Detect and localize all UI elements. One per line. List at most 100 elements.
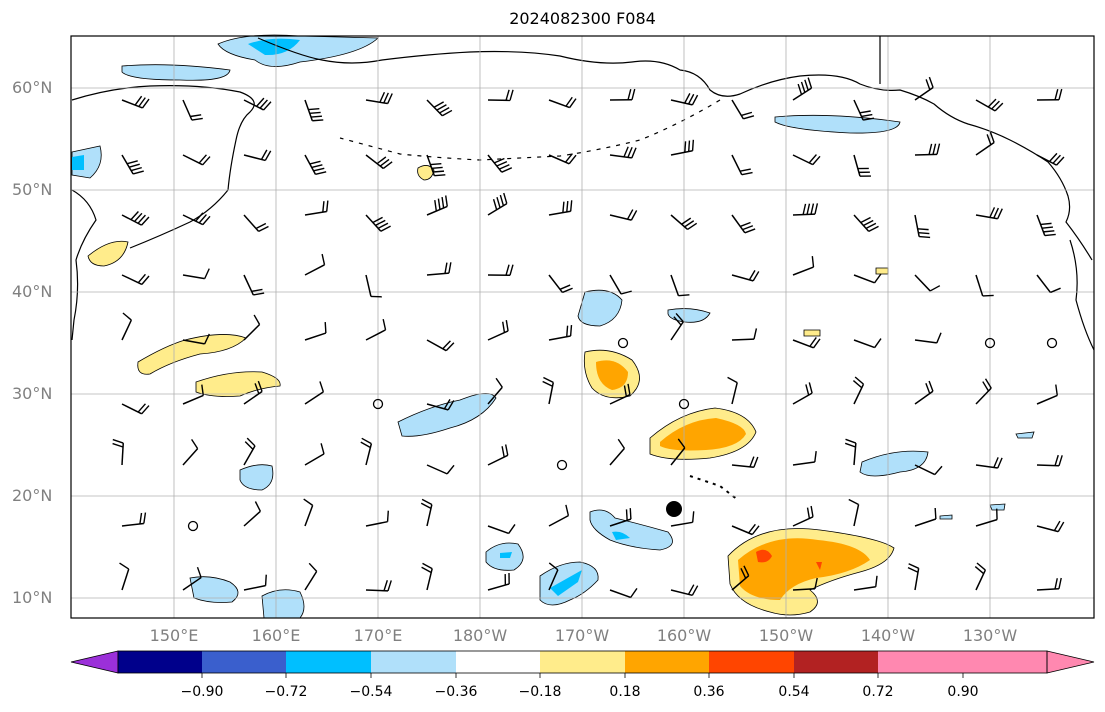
wind-barb-layer	[112, 76, 1065, 599]
wind-barb-feather	[505, 320, 509, 332]
wind-barb-icon	[914, 274, 941, 292]
wind-barb-icon	[670, 438, 686, 466]
wind-barb-feather	[932, 143, 937, 155]
wind-barb-feather	[797, 83, 803, 95]
wind-barb-feather	[263, 101, 272, 111]
wind-barb-feather	[445, 342, 455, 352]
wind-barb-feather	[810, 505, 814, 517]
wind-barb-feather	[434, 174, 446, 177]
wind-barb-shaft	[548, 514, 569, 527]
wind-barb-feather	[256, 97, 265, 107]
wind-barb-feather	[974, 566, 985, 575]
wind-barb-feather	[691, 94, 699, 106]
wind-barb-feather	[807, 77, 813, 89]
lon-label: 140°W	[860, 626, 916, 645]
wind-barb-icon	[974, 562, 987, 591]
wind-barb-shaft	[731, 338, 755, 341]
negative-anomaly-patch	[577, 289, 623, 327]
negative-anomaly-core	[500, 552, 512, 558]
wind-barb-shaft	[304, 570, 318, 591]
wind-barb-feather	[744, 228, 756, 234]
wind-barb-feather	[377, 222, 389, 229]
wind-barb-feather	[321, 253, 326, 265]
wind-barb-shaft	[853, 339, 875, 349]
wind-barb-icon	[548, 504, 570, 527]
wind-barb-shaft	[365, 520, 388, 527]
wind-barb-feather	[566, 200, 569, 213]
colorbar-tick-label: 0.36	[693, 684, 725, 700]
wind-barb-icon	[487, 89, 514, 102]
lon-label: 170°E	[353, 626, 403, 645]
wind-barb-feather	[324, 322, 327, 334]
wind-barb-feather	[191, 438, 199, 449]
wind-barb-icon	[243, 501, 261, 527]
wind-barb-feather	[808, 154, 817, 164]
wind-barb-feather	[569, 98, 577, 108]
wind-barb-feather	[141, 98, 150, 109]
wind-barb-icon	[1036, 577, 1062, 591]
coastline-layer	[71, 36, 1095, 501]
wind-barb-icon	[907, 563, 920, 591]
wind-barb-icon	[542, 376, 555, 405]
wind-barb-feather	[1043, 230, 1055, 233]
wind-barb-feather	[195, 212, 204, 222]
wind-barb-feather	[1054, 454, 1059, 466]
wind-barb-feather	[687, 222, 698, 231]
wind-barb-feather	[568, 154, 577, 165]
wind-barb-feather	[749, 456, 755, 468]
wind-barb-feather	[309, 111, 321, 114]
negative-anomaly-patch	[589, 509, 673, 551]
wind-barb-feather	[868, 225, 879, 232]
wind-barb-feather	[860, 216, 871, 224]
wind-barb-feather	[727, 376, 738, 384]
wind-barb-feather	[264, 574, 267, 586]
wind-barb-feather	[859, 110, 871, 114]
asia-coast	[71, 189, 97, 341]
wind-barb-feather	[804, 79, 809, 91]
wind-barb-feather	[139, 512, 143, 525]
wind-barb-icon	[853, 338, 882, 349]
wind-barb-feather	[861, 113, 873, 118]
wind-barb-feather	[264, 150, 272, 161]
wind-barb-feather	[432, 170, 445, 173]
positive-anomaly-max	[816, 562, 822, 570]
wind-barb-shaft	[182, 394, 204, 405]
wind-barb-feather	[874, 273, 882, 284]
wind-barb-icon	[243, 380, 263, 405]
map-title: 2024082300 F084	[509, 9, 656, 28]
colorbar-tick-label: 0.90	[947, 684, 979, 700]
wind-barb-feather	[989, 207, 996, 218]
wind-barb-shaft	[609, 274, 622, 295]
wind-barb-shaft	[548, 569, 559, 591]
wind-barb-feather	[1044, 233, 1056, 237]
wind-barb-shaft	[243, 584, 266, 591]
colorbar-tick-label: 0.54	[778, 684, 810, 700]
wind-barb-feather	[814, 451, 817, 463]
wind-barb-feather	[255, 222, 267, 230]
wind-barb-icon	[1036, 454, 1063, 467]
positive-anomaly-patch	[417, 165, 435, 181]
wind-barb-feather	[310, 115, 323, 118]
wind-barb-feather	[865, 222, 877, 230]
wind-barb-icon	[848, 498, 860, 527]
wind-barb-icon	[487, 524, 516, 535]
wind-barb-feather	[934, 465, 943, 476]
wind-barb-feather	[1058, 455, 1063, 466]
colorbar-segment	[371, 651, 456, 673]
wind-barb-feather	[122, 312, 132, 321]
wind-barb-icon	[731, 523, 760, 536]
wind-barb-feather	[112, 438, 124, 444]
wind-barb-feather	[874, 338, 882, 348]
wind-barb-feather	[928, 143, 933, 155]
colorbar-segment	[794, 651, 878, 673]
wind-barb-feather	[258, 225, 269, 233]
wind-barb-icon	[365, 154, 393, 170]
wind-barb-feather	[202, 156, 211, 166]
positive-anomaly-core	[738, 538, 870, 600]
wind-barb-feather	[503, 192, 508, 204]
wind-barb-feather	[319, 381, 325, 393]
wind-barb-icon	[243, 574, 267, 591]
hawaii-islands	[689, 475, 739, 501]
wind-barb-feather	[322, 201, 325, 213]
colorbar-outline	[117, 650, 1048, 674]
